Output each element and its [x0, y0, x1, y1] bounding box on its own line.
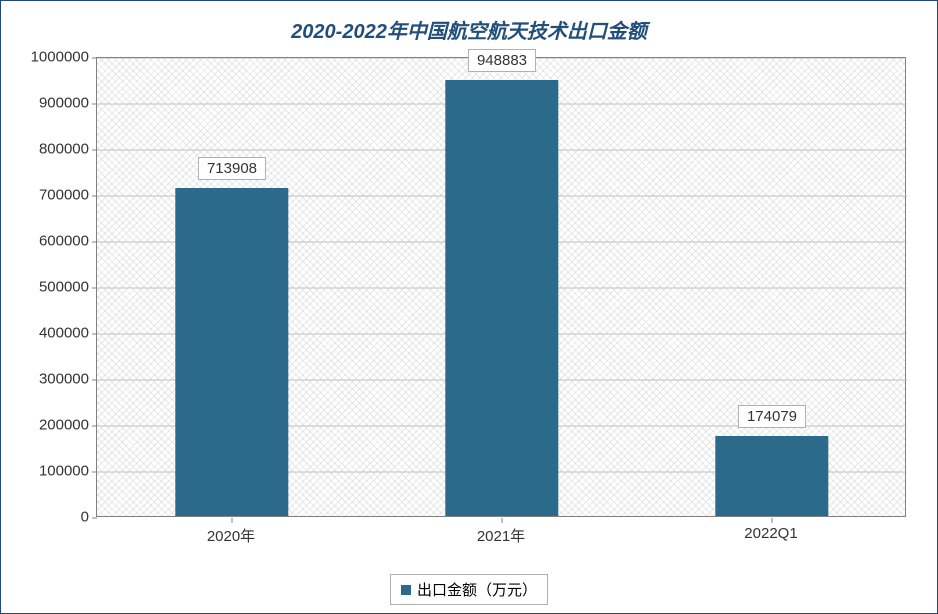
chart-container: 2020-2022年中国航空航天技术出口金额 0 100000 200000 3000…	[0, 0, 938, 614]
x-tick-label: 2020年	[207, 525, 255, 546]
legend-swatch	[401, 585, 411, 595]
axis-tickmarks	[92, 58, 912, 528]
y-tick-label: 100000	[9, 463, 89, 480]
legend-label: 出口金额（万元）	[417, 579, 537, 600]
y-tick-label: 0	[9, 509, 89, 526]
y-tick-label: 1000000	[9, 49, 89, 66]
x-tick-label: 2021年	[477, 525, 525, 546]
y-tick-label: 800000	[9, 141, 89, 158]
x-tick-label: 2022Q1	[744, 525, 797, 542]
y-tick-label: 700000	[9, 187, 89, 204]
y-tick-label: 500000	[9, 279, 89, 296]
plot-area: 713908948883174079	[96, 57, 906, 517]
chart-title: 2020-2022年中国航空航天技术出口金额	[1, 15, 937, 44]
y-tick-label: 600000	[9, 233, 89, 250]
legend: 出口金额（万元）	[390, 574, 548, 605]
y-tick-label: 200000	[9, 417, 89, 434]
y-tick-label: 900000	[9, 95, 89, 112]
y-tick-label: 400000	[9, 325, 89, 342]
y-tick-label: 300000	[9, 371, 89, 388]
